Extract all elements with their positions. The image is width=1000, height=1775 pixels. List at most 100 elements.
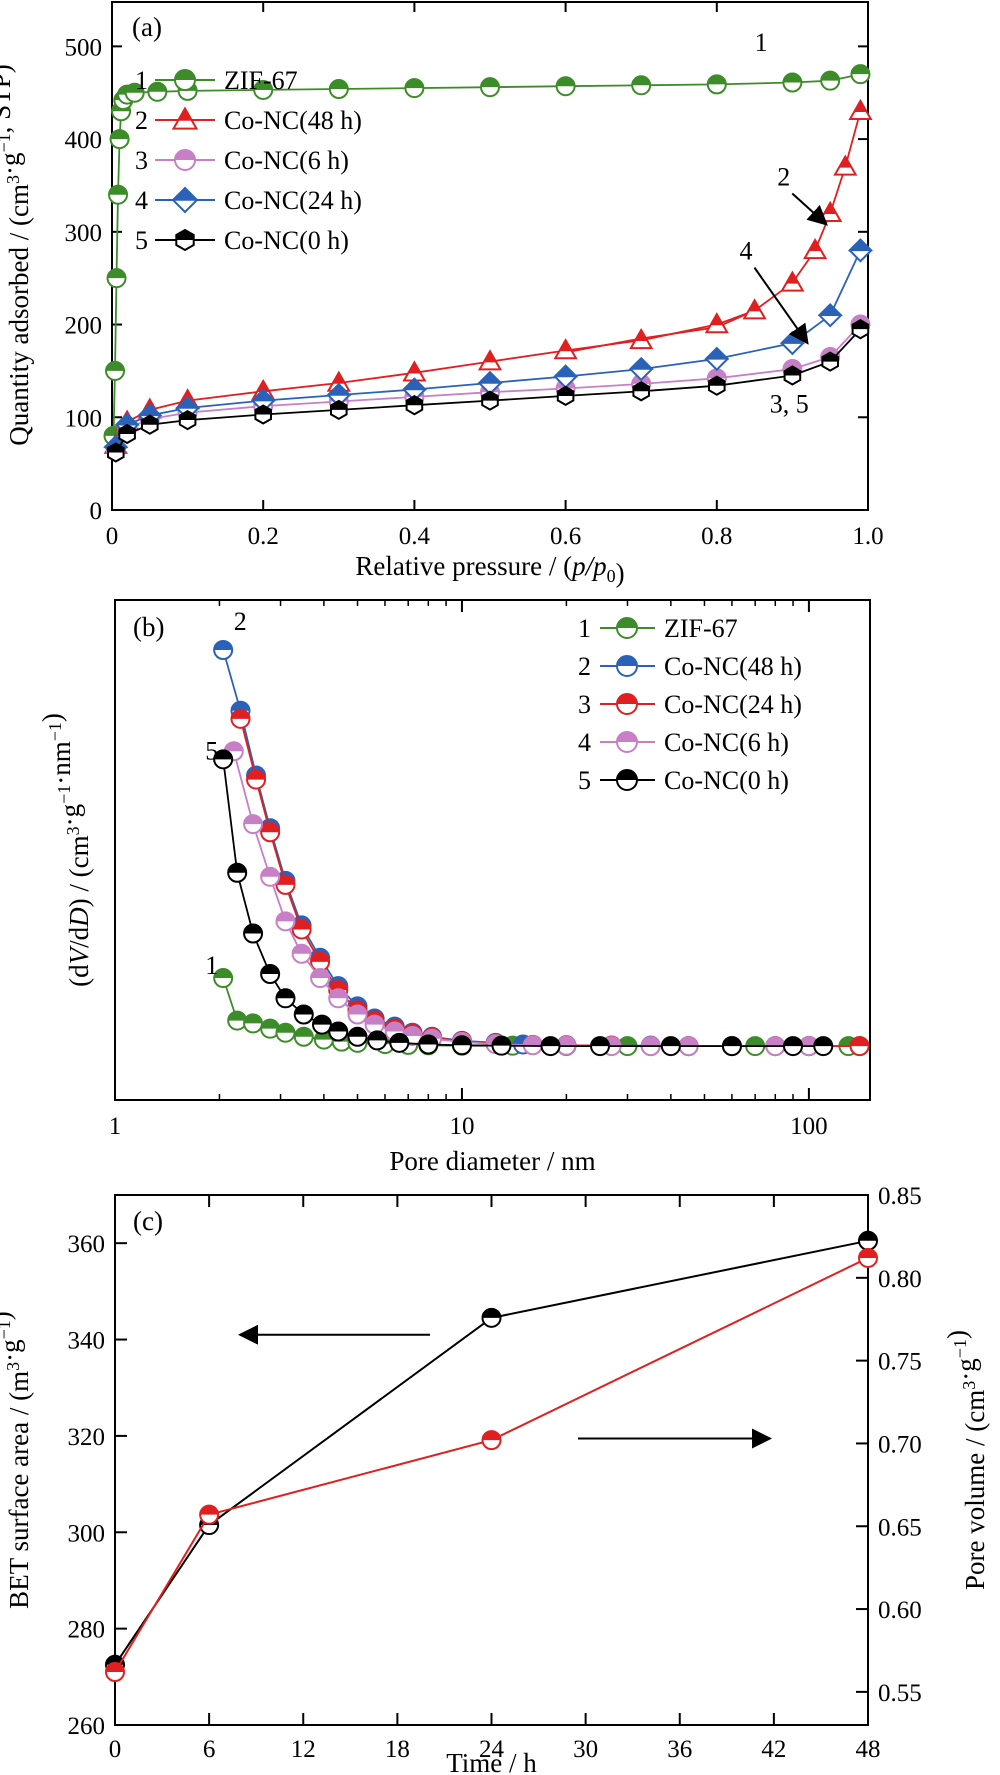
- data-point-5: [540, 1036, 561, 1057]
- y-right-axis-title: Pore volume / (cm3·g−1): [942, 1330, 990, 1590]
- data-point-1: [213, 968, 234, 989]
- data-point-1: [109, 129, 130, 150]
- legend-label: Co-NC(6 h): [224, 146, 349, 175]
- data-point-5: [813, 1036, 834, 1057]
- data-point-1: [275, 1022, 296, 1043]
- data-point-2: [818, 200, 843, 223]
- y-tick-label: 500: [65, 34, 103, 61]
- data-point-4: [291, 943, 312, 964]
- data-point-1: [293, 1026, 314, 1047]
- legend-label: Co-NC(0 h): [664, 766, 789, 795]
- x-tick-label: 30: [573, 1736, 598, 1763]
- y-right-tick-label: 0.65: [878, 1514, 922, 1541]
- legend-marker: [171, 186, 199, 214]
- x-tick-label: 1.0: [852, 523, 883, 550]
- y-right-tick-label: 0.75: [878, 1349, 922, 1376]
- data-point-1: [706, 74, 727, 95]
- data-point-right: [481, 1430, 502, 1451]
- data-point-5: [851, 319, 870, 340]
- legend-marker: [616, 731, 638, 753]
- data-point-1: [147, 81, 168, 102]
- data-point-1: [227, 1010, 248, 1031]
- data-point-1: [106, 268, 127, 289]
- data-point-1: [850, 64, 871, 85]
- series-desorption-2: [565, 309, 755, 354]
- data-point-5: [227, 862, 248, 883]
- data-point-5: [590, 1036, 611, 1057]
- x-tick-label: 0.6: [550, 523, 581, 550]
- x-tick-label: 6: [203, 1736, 216, 1763]
- data-point-5: [254, 404, 272, 425]
- x-tick-label: 0: [106, 523, 119, 550]
- data-point-5: [347, 1026, 368, 1047]
- y-tick-label: 400: [65, 127, 103, 154]
- data-point-right: [858, 1247, 878, 1268]
- legend-label: Co-NC(0 h): [224, 226, 349, 255]
- legend-marker: [616, 655, 638, 677]
- panel-label: (c): [133, 1206, 163, 1236]
- y-left-tick-label: 340: [68, 1328, 106, 1355]
- plot-frame: [114, 599, 871, 1101]
- data-point-5: [243, 923, 264, 944]
- data-point-5: [311, 1014, 332, 1035]
- data-point-4: [364, 1014, 385, 1035]
- data-point-4: [328, 988, 349, 1009]
- legend-number: 2: [135, 106, 148, 135]
- data-point-5: [141, 414, 159, 435]
- data-point-5: [708, 375, 726, 396]
- legend-label: Co-NC(48 h): [664, 652, 802, 681]
- legend-marker: [175, 228, 195, 252]
- y-left-tick-label: 280: [68, 1617, 106, 1644]
- data-point-4: [260, 866, 281, 887]
- annotation-arrow: [753, 267, 809, 345]
- data-point-3: [849, 1036, 870, 1057]
- plot-frame: [114, 1194, 869, 1726]
- series-line-5: [222, 759, 824, 1047]
- data-point-1: [328, 79, 349, 100]
- curve-annotation: 1: [205, 951, 218, 980]
- legend-marker: [616, 617, 638, 639]
- data-point-2: [553, 338, 578, 360]
- y-right-tick-label: 0.60: [878, 1597, 922, 1624]
- legend-number: 1: [578, 614, 591, 643]
- data-point-4: [847, 238, 874, 263]
- y-tick-label: 300: [65, 220, 103, 247]
- x-tick-label: 42: [761, 1736, 786, 1763]
- data-point-1: [480, 77, 500, 98]
- panel-label: (b): [133, 612, 164, 642]
- data-point-4: [779, 330, 806, 356]
- x-tick-label: 10: [449, 1113, 474, 1140]
- data-point-4: [817, 303, 843, 328]
- legend-label: Co-NC(24 h): [224, 186, 362, 215]
- legend-marker: [171, 106, 199, 130]
- y-axis-title: Quantity adsorbed / (cm3·g−1, STP): [0, 64, 34, 446]
- data-point-3: [291, 919, 312, 940]
- data-point-2: [213, 640, 234, 660]
- curve-annotation: 2: [777, 162, 790, 191]
- x-tick-label: 0.4: [399, 523, 431, 550]
- data-point-1: [404, 78, 425, 99]
- data-point-2: [704, 312, 729, 334]
- data-point-5: [783, 365, 802, 386]
- x-tick-label: 36: [667, 1736, 692, 1763]
- panel-a-isotherm-chart: 0 0.2 0.4 0.6 0.8 1.0 0 100 200 300 400 500 Relative…: [0, 1, 884, 588]
- legend-marker: [616, 693, 638, 715]
- data-point-3: [275, 874, 296, 895]
- data-point-2: [833, 154, 858, 176]
- data-point-1: [105, 360, 126, 381]
- data-point-3: [246, 769, 267, 790]
- data-point-left: [481, 1307, 502, 1328]
- data-point-5: [328, 1021, 349, 1042]
- y-right-tick-label: 0.80: [878, 1266, 922, 1293]
- data-point-5: [118, 423, 136, 445]
- legend-number: 3: [578, 690, 591, 719]
- data-point-2: [848, 98, 873, 121]
- legend-marker: [174, 69, 196, 91]
- data-point-1: [260, 1018, 281, 1039]
- data-point-4: [628, 356, 654, 382]
- data-point-5: [556, 385, 575, 407]
- y-right-tick-label: 0.85: [878, 1183, 922, 1210]
- legend-number: 5: [578, 766, 591, 795]
- data-point-4: [326, 382, 352, 408]
